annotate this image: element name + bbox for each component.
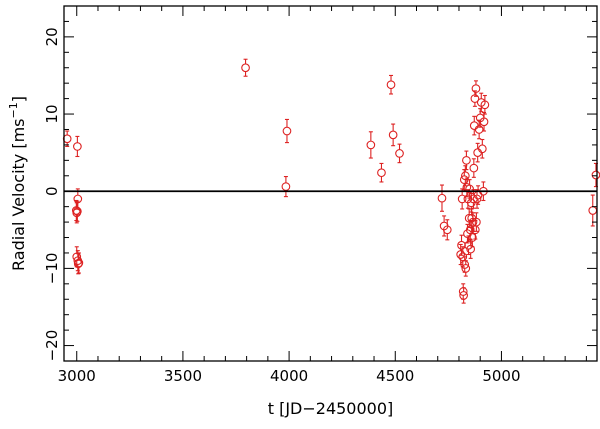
point-marker <box>462 155 471 165</box>
point-marker <box>437 193 447 203</box>
x-tick-label: 3000 <box>58 367 96 385</box>
data-point <box>73 200 82 222</box>
point-marker <box>588 206 598 215</box>
data-point <box>461 260 471 277</box>
data-point <box>477 138 487 159</box>
data-point <box>462 150 471 171</box>
point-marker <box>442 225 452 235</box>
data-point <box>442 219 452 241</box>
point-marker <box>395 149 404 158</box>
x-tick-label: 3500 <box>164 367 202 385</box>
x-tick-label: 4000 <box>270 367 308 385</box>
point-marker <box>281 182 291 191</box>
point-marker <box>473 148 483 157</box>
tick-labels: 3000 3500 4000 4500 5000 −20 −10 0 10 20 <box>43 27 521 385</box>
data-point <box>591 162 600 188</box>
y-axis-label-close: ] <box>9 96 28 102</box>
point-marker <box>591 170 600 180</box>
data-point <box>388 123 398 147</box>
point-marker <box>73 259 83 269</box>
point-marker <box>469 121 479 130</box>
point-marker <box>466 244 476 254</box>
data-point <box>282 118 292 144</box>
data-point <box>386 74 396 95</box>
point-marker <box>73 206 82 216</box>
point-marker <box>472 194 482 204</box>
point-marker <box>457 194 467 204</box>
point-marker <box>465 184 474 194</box>
axis-ticks <box>64 5 597 361</box>
data-point <box>281 176 291 198</box>
x-tick-label: 4500 <box>376 367 414 385</box>
point-marker <box>480 100 490 110</box>
data-point <box>480 94 490 115</box>
point-marker <box>468 217 478 227</box>
data-point <box>588 194 598 227</box>
x-tick-label: 5000 <box>482 367 520 385</box>
point-marker <box>468 233 477 242</box>
point-marker <box>460 171 470 181</box>
point-marker <box>479 117 489 127</box>
point-marker <box>282 126 292 136</box>
point-marker <box>388 130 398 140</box>
point-marker <box>477 144 487 154</box>
data-point <box>472 212 481 232</box>
point-marker <box>465 225 475 235</box>
plot-frame <box>63 5 598 362</box>
point-marker <box>461 264 471 273</box>
y-tick-label: −20 <box>43 330 61 362</box>
y-tick-label: 0 <box>43 186 61 196</box>
point-marker <box>241 63 250 73</box>
point-marker <box>456 250 466 259</box>
y-axis-label: Radial Velocity [ms−1] <box>7 96 28 271</box>
data-points <box>62 58 600 304</box>
data-point <box>471 80 481 97</box>
point-marker <box>459 291 468 300</box>
point-marker <box>377 168 386 178</box>
point-marker <box>471 84 481 93</box>
point-marker <box>474 125 484 134</box>
y-tick-label: −10 <box>43 253 61 285</box>
data-point <box>241 58 250 77</box>
data-point <box>457 234 466 256</box>
data-point <box>479 111 489 132</box>
point-marker <box>366 140 376 150</box>
data-point <box>73 135 82 158</box>
y-tick-label: 10 <box>43 104 61 123</box>
x-axis-label: t [JD−2450000] <box>268 399 394 418</box>
data-point <box>74 252 84 274</box>
point-marker <box>73 142 82 151</box>
point-marker <box>472 217 481 227</box>
y-axis-label-main: Radial Velocity [ms <box>9 118 28 271</box>
point-marker <box>469 163 479 173</box>
y-axis-label-superscript: −1 <box>7 102 20 118</box>
point-marker <box>470 94 480 103</box>
data-point <box>395 143 404 164</box>
data-point <box>437 184 447 212</box>
point-marker <box>74 258 84 268</box>
point-marker <box>457 240 466 250</box>
point-marker <box>386 80 396 90</box>
data-point <box>377 162 386 183</box>
data-point <box>366 131 376 159</box>
data-point <box>459 287 468 304</box>
data-point <box>469 158 479 178</box>
y-tick-label: 20 <box>43 27 61 46</box>
data-point <box>439 215 449 237</box>
